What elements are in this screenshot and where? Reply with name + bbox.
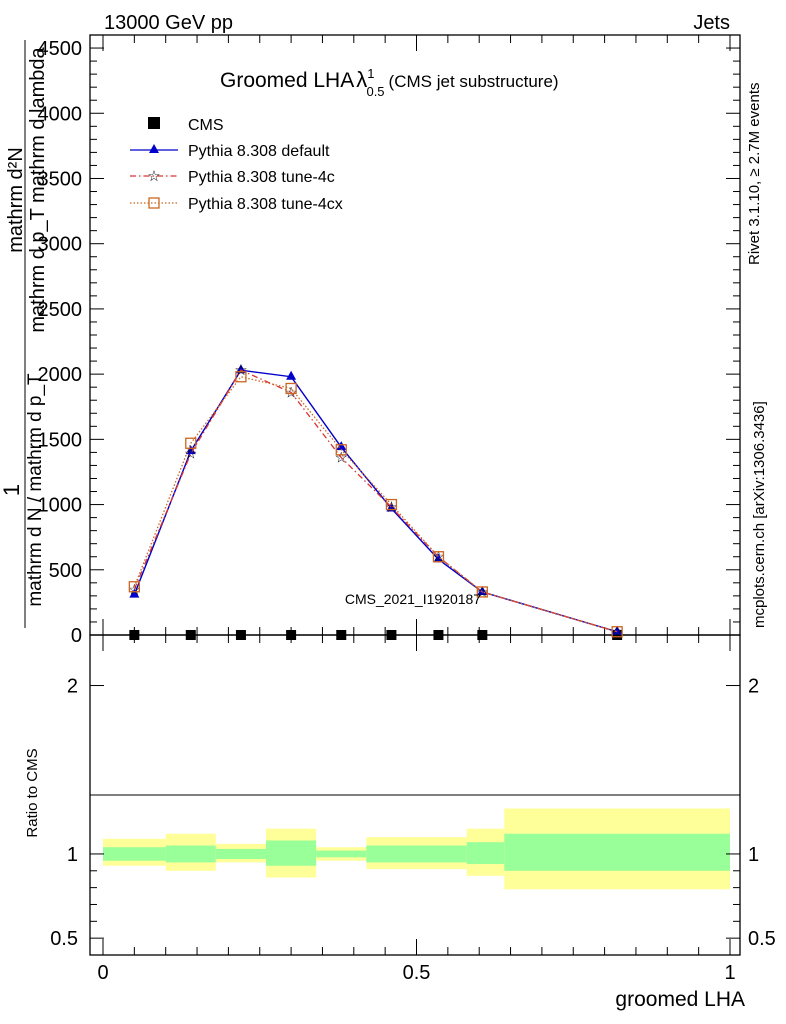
ratio-band-inner bbox=[466, 842, 505, 865]
y-tick-label: 3000 bbox=[38, 234, 83, 256]
ratio-bands bbox=[103, 808, 730, 890]
point-tune4cx bbox=[128, 581, 141, 593]
energy-label: 13000 GeV pp bbox=[104, 12, 233, 34]
point-tune4c: ☆ bbox=[234, 362, 247, 379]
point-default bbox=[286, 370, 297, 380]
point-tune4cx bbox=[285, 382, 297, 395]
main-ylabel: 1 mathrm d N / mathrm d p_T mathrm d²N m… bbox=[0, 40, 49, 628]
ratio-band-inner bbox=[316, 850, 367, 858]
ratio-ylabel: Ratio to CMS bbox=[24, 748, 41, 837]
legend-label-default: Pythia 8.308 default bbox=[188, 143, 330, 160]
y-tick-label: 2000 bbox=[38, 364, 83, 386]
svg-text:mathrm d p_T mathrm d lambda: mathrm d p_T mathrm d lambda bbox=[27, 46, 49, 332]
ratio-band-inner bbox=[366, 845, 417, 863]
plot-title: Groomed LHAλ1 0.5(CMS jet substructure) bbox=[220, 66, 559, 99]
point-tune4cx bbox=[611, 626, 623, 638]
svg-text:1: 1 bbox=[0, 484, 24, 496]
cms-point bbox=[286, 630, 297, 640]
point-default bbox=[185, 445, 196, 455]
point-default bbox=[336, 441, 347, 451]
point-tune4c: ☆ bbox=[184, 446, 197, 463]
legend-label-tune4c: Pythia 8.308 tune-4c bbox=[188, 169, 335, 186]
point-tune4cx bbox=[432, 551, 445, 563]
ratio-tick-label: 2 bbox=[67, 676, 78, 698]
y-tick-label: 2500 bbox=[38, 299, 83, 321]
x-tick-label: 0 bbox=[97, 962, 108, 984]
axis-ticks: 0 500 1000 1500 2000 2500 3000 3500 4000 4500 0 0.5… bbox=[38, 35, 776, 984]
point-tune4cx bbox=[235, 371, 247, 383]
ratio-tick-label: 1 bbox=[67, 844, 78, 866]
ratio-band-inner bbox=[266, 840, 317, 866]
series-line-tune4cx bbox=[133, 376, 618, 633]
y-tick-label: 3500 bbox=[38, 168, 83, 190]
legend-label-tune4cx: Pythia 8.308 tune-4cx bbox=[188, 196, 343, 213]
mcplots-label: mcplots.cern.ch [arXiv:1306.3436] bbox=[751, 401, 768, 628]
legend-label-cms: CMS bbox=[188, 117, 224, 134]
point-tune4cx bbox=[476, 586, 488, 598]
legend-marker-tune4c: ☆ bbox=[147, 168, 160, 185]
ratio-tick-label: 0.5 bbox=[50, 928, 78, 950]
point-default bbox=[612, 625, 623, 635]
point-default bbox=[433, 553, 444, 563]
point-default bbox=[129, 588, 140, 598]
y-tick-label: 500 bbox=[49, 560, 82, 582]
ratio-tick-label-right: 1 bbox=[748, 844, 759, 866]
point-tune4c: ☆ bbox=[128, 581, 141, 598]
ratio-band-inner bbox=[504, 833, 730, 871]
x-axis-label: groomed LHA bbox=[615, 988, 745, 1011]
cms-point bbox=[185, 630, 196, 640]
ratio-tick-label-right: 2 bbox=[748, 676, 759, 698]
point-tune4cx bbox=[335, 444, 347, 456]
cms-point bbox=[336, 630, 347, 640]
cms-point bbox=[235, 630, 246, 640]
y-tick-label: 1500 bbox=[38, 429, 83, 451]
cms-point bbox=[386, 630, 397, 640]
y-tick-label: 4000 bbox=[38, 103, 83, 125]
legend: CMS Pythia 8.308 default ☆ Pythia 8.308 … bbox=[130, 117, 343, 213]
svg-text:mathrm d N / mathrm d p_T: mathrm d N / mathrm d p_T bbox=[25, 373, 46, 607]
cms-point bbox=[612, 630, 623, 640]
cms-point bbox=[433, 630, 444, 640]
y-tick-label: 0 bbox=[71, 625, 82, 647]
legend-marker-cms bbox=[148, 117, 160, 129]
cms-point bbox=[129, 630, 140, 640]
point-tune4cx bbox=[185, 437, 197, 449]
x-tick-label: 1 bbox=[724, 962, 735, 984]
ratio-band-inner bbox=[165, 845, 216, 863]
legend-marker-tune4cx bbox=[148, 197, 160, 209]
point-tune4cx bbox=[385, 498, 398, 511]
x-tick-label: 0.5 bbox=[403, 962, 431, 984]
point-tune4c: ☆ bbox=[335, 450, 348, 467]
svg-text:mathrm d²N: mathrm d²N bbox=[5, 147, 27, 253]
y-tick-label: 1000 bbox=[38, 495, 83, 517]
point-tune4c: ☆ bbox=[385, 499, 398, 516]
rivet-version-label: Rivet 3.1.10, ≥ 2.7M events bbox=[746, 83, 763, 266]
analysis-watermark: CMS_2021_I1920187 bbox=[345, 591, 481, 607]
cms-point bbox=[477, 630, 488, 640]
ratio-band-inner bbox=[416, 845, 467, 863]
category-label: Jets bbox=[693, 12, 730, 34]
ratio-band-inner bbox=[103, 847, 166, 861]
series-group: ☆☆☆☆☆☆☆☆☆ bbox=[128, 362, 624, 641]
legend-marker-default bbox=[149, 144, 159, 153]
ratio-band-inner bbox=[215, 848, 267, 859]
y-tick-label: 4500 bbox=[38, 38, 83, 60]
ratio-tick-label-right: 0.5 bbox=[748, 928, 776, 950]
